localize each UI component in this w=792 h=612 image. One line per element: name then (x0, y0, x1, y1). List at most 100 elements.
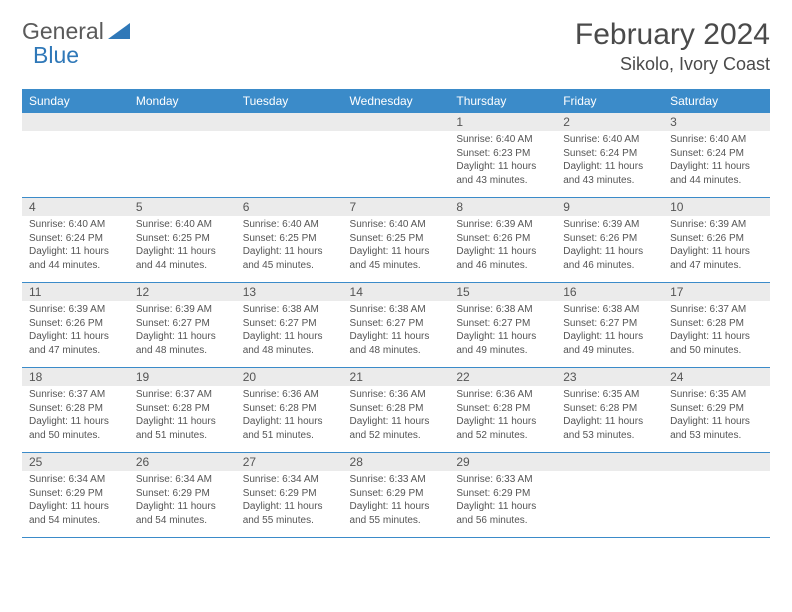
sunrise-line: Sunrise: 6:33 AM (350, 473, 443, 487)
day-number: 13 (243, 285, 256, 299)
sunrise-line: Sunrise: 6:39 AM (136, 303, 229, 317)
day-body: Sunrise: 6:39 AMSunset: 6:26 PMDaylight:… (663, 216, 770, 282)
day-body: Sunrise: 6:34 AMSunset: 6:29 PMDaylight:… (236, 471, 343, 537)
sunset-line: Sunset: 6:29 PM (456, 487, 549, 501)
day-number: 4 (29, 200, 36, 214)
calendar-week-row: 11 Sunrise: 6:39 AMSunset: 6:26 PMDayligh… (22, 283, 770, 368)
day-number: 11 (29, 285, 41, 299)
day-body: Sunrise: 6:36 AMSunset: 6:28 PMDaylight:… (236, 386, 343, 452)
day-number-bar: 4 (22, 198, 129, 216)
day-number-bar (236, 113, 343, 131)
day-body: Sunrise: 6:39 AMSunset: 6:26 PMDaylight:… (556, 216, 663, 282)
sunset-line: Sunset: 6:27 PM (456, 317, 549, 331)
day-body: Sunrise: 6:40 AMSunset: 6:23 PMDaylight:… (449, 131, 556, 197)
daylight-line: Daylight: 11 hours and 43 minutes. (456, 160, 549, 187)
sunset-line: Sunset: 6:28 PM (350, 402, 443, 416)
daylight-line: Daylight: 11 hours and 56 minutes. (456, 500, 549, 527)
calendar-day-cell: 10Sunrise: 6:39 AMSunset: 6:26 PMDayligh… (663, 198, 770, 283)
day-number-bar: 9 (556, 198, 663, 216)
daylight-line: Daylight: 11 hours and 55 minutes. (243, 500, 336, 527)
day-number: 2 (563, 115, 570, 129)
day-number-bar: 23 (556, 368, 663, 386)
daylight-line: Daylight: 11 hours and 44 minutes. (670, 160, 763, 187)
sunset-line: Sunset: 6:28 PM (243, 402, 336, 416)
day-body: Sunrise: 6:36 AMSunset: 6:28 PMDaylight:… (343, 386, 450, 452)
day-body: Sunrise: 6:35 AMSunset: 6:28 PMDaylight:… (556, 386, 663, 452)
day-body: Sunrise: 6:35 AMSunset: 6:29 PMDaylight:… (663, 386, 770, 452)
day-number-bar: 8 (449, 198, 556, 216)
day-number: 12 (136, 285, 149, 299)
daylight-line: Daylight: 11 hours and 51 minutes. (243, 415, 336, 442)
calendar-week-row: 18Sunrise: 6:37 AMSunset: 6:28 PMDayligh… (22, 368, 770, 453)
day-body: Sunrise: 6:34 AMSunset: 6:29 PMDaylight:… (22, 471, 129, 537)
daylight-line: Daylight: 11 hours and 48 minutes. (136, 330, 229, 357)
sunrise-line: Sunrise: 6:36 AM (350, 388, 443, 402)
title-block: February 2024 Sikolo, Ivory Coast (575, 18, 770, 75)
daylight-line: Daylight: 11 hours and 48 minutes. (350, 330, 443, 357)
sunrise-line: Sunrise: 6:36 AM (243, 388, 336, 402)
sunset-line: Sunset: 6:28 PM (136, 402, 229, 416)
sunrise-line: Sunrise: 6:36 AM (456, 388, 549, 402)
sunset-line: Sunset: 6:25 PM (243, 232, 336, 246)
calendar-day-cell: 23 Sunrise: 6:35 AMSunset: 6:28 PMDayligh… (556, 368, 663, 453)
day-body (129, 131, 236, 193)
sunset-line: Sunset: 6:26 PM (563, 232, 656, 246)
sunset-line: Sunset: 6:28 PM (670, 317, 763, 331)
day-body: Sunrise: 6:39 AMSunset: 6:27 PMDaylight:… (129, 301, 236, 367)
sunrise-line: Sunrise: 6:40 AM (670, 133, 763, 147)
weekday-header: Monday (129, 89, 236, 113)
calendar-week-row: 25Sunrise: 6:34 AMSunset: 6:29 PMDayligh… (22, 453, 770, 538)
day-number-bar: 17 (663, 283, 770, 301)
calendar-day-cell: 5Sunrise: 6:40 AMSunset: 6:25 PMDaylight… (129, 198, 236, 283)
day-number-bar (663, 453, 770, 471)
day-body: Sunrise: 6:33 AMSunset: 6:29 PMDaylight:… (449, 471, 556, 537)
day-number-bar: 10 (663, 198, 770, 216)
sunrise-line: Sunrise: 6:37 AM (29, 388, 122, 402)
daylight-line: Daylight: 11 hours and 52 minutes. (456, 415, 549, 442)
day-body: Sunrise: 6:40 AMSunset: 6:24 PMDaylight:… (22, 216, 129, 282)
day-number-bar: 11 (22, 283, 129, 301)
sunrise-line: Sunrise: 6:39 AM (456, 218, 549, 232)
day-body: Sunrise: 6:36 AMSunset: 6:28 PMDaylight:… (449, 386, 556, 452)
day-body: Sunrise: 6:40 AMSunset: 6:25 PMDaylight:… (236, 216, 343, 282)
logo-triangle-icon (108, 18, 130, 45)
sunrise-line: Sunrise: 6:35 AM (670, 388, 763, 402)
day-body: Sunrise: 6:40 AMSunset: 6:24 PMDaylight:… (663, 131, 770, 197)
day-number-bar: 5 (129, 198, 236, 216)
weekday-header: Wednesday (343, 89, 450, 113)
daylight-line: Daylight: 11 hours and 50 minutes. (29, 415, 122, 442)
sunset-line: Sunset: 6:29 PM (350, 487, 443, 501)
daylight-line: Daylight: 11 hours and 44 minutes. (29, 245, 122, 272)
day-number: 9 (563, 200, 570, 214)
sunrise-line: Sunrise: 6:39 AM (29, 303, 122, 317)
sunrise-line: Sunrise: 6:39 AM (670, 218, 763, 232)
day-body: Sunrise: 6:40 AMSunset: 6:24 PMDaylight:… (556, 131, 663, 197)
sunrise-line: Sunrise: 6:40 AM (563, 133, 656, 147)
calendar-day-cell: 18Sunrise: 6:37 AMSunset: 6:28 PMDayligh… (22, 368, 129, 453)
day-number-bar: 22 (449, 368, 556, 386)
logo-text-general: General (22, 18, 104, 45)
sunset-line: Sunset: 6:29 PM (29, 487, 122, 501)
calendar-day-cell: 8Sunrise: 6:39 AMSunset: 6:26 PMDaylight… (449, 198, 556, 283)
day-number-bar: 29 (449, 453, 556, 471)
day-body: Sunrise: 6:39 AMSunset: 6:26 PMDaylight:… (22, 301, 129, 367)
calendar-head: SundayMondayTuesdayWednesdayThursdayFrid… (22, 89, 770, 113)
day-number-bar (556, 453, 663, 471)
calendar-empty-cell (663, 453, 770, 538)
daylight-line: Daylight: 11 hours and 53 minutes. (563, 415, 656, 442)
day-number-bar: 18 (22, 368, 129, 386)
calendar-empty-cell (236, 113, 343, 198)
daylight-line: Daylight: 11 hours and 48 minutes. (243, 330, 336, 357)
day-body: Sunrise: 6:39 AMSunset: 6:26 PMDaylight:… (449, 216, 556, 282)
daylight-line: Daylight: 11 hours and 46 minutes. (563, 245, 656, 272)
day-body: Sunrise: 6:38 AMSunset: 6:27 PMDaylight:… (236, 301, 343, 367)
sunrise-line: Sunrise: 6:38 AM (243, 303, 336, 317)
day-number: 26 (136, 455, 149, 469)
day-number-bar: 20 (236, 368, 343, 386)
day-number: 23 (563, 370, 576, 384)
calendar-day-cell: 16Sunrise: 6:38 AMSunset: 6:27 PMDayligh… (556, 283, 663, 368)
day-number-bar (343, 113, 450, 131)
daylight-line: Daylight: 11 hours and 54 minutes. (29, 500, 122, 527)
day-number-bar: 3 (663, 113, 770, 131)
day-number-bar: 21 (343, 368, 450, 386)
